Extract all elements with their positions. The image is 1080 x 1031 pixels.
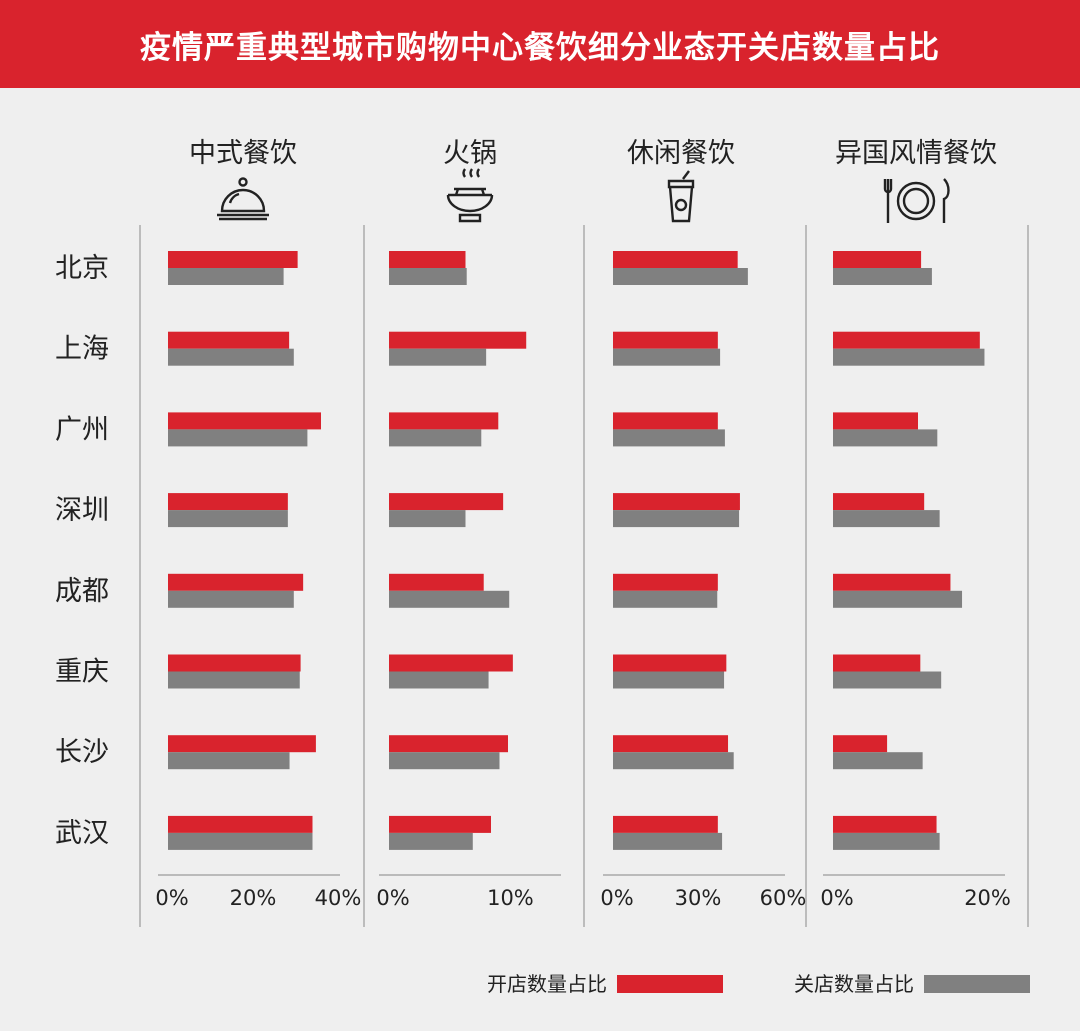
- bar-open: [613, 573, 718, 591]
- bar-open: [833, 493, 925, 511]
- bar-open: [389, 493, 504, 511]
- x-tick-label: 40%: [315, 886, 362, 910]
- chart-title: 疫情严重典型城市购物中心餐饮细分业态开关店数量占比: [140, 29, 940, 66]
- bar-open: [833, 412, 918, 430]
- bar-close: [613, 348, 721, 366]
- x-tick-label: 10%: [487, 886, 534, 910]
- bar-close: [389, 268, 467, 285]
- bar-open: [389, 573, 484, 591]
- city-label: 北京: [55, 253, 109, 284]
- bar-close: [833, 510, 940, 528]
- bar-open: [168, 654, 301, 672]
- bar-close: [389, 590, 510, 608]
- legend-open-label: 开店数量占比: [487, 972, 607, 996]
- city-label: 深圳: [55, 495, 109, 526]
- x-tick-label: 20%: [230, 886, 277, 910]
- title-banner: 疫情严重典型城市购物中心餐饮细分业态开关店数量占比: [0, 0, 1080, 88]
- bar-open: [613, 331, 718, 349]
- x-tick-label: 20%: [964, 886, 1011, 910]
- bar-close: [168, 268, 284, 285]
- bar-close: [613, 752, 734, 770]
- bar-open: [389, 735, 508, 753]
- bar-close: [833, 348, 985, 366]
- bar-close: [833, 832, 940, 850]
- bar-close: [613, 590, 718, 608]
- bar-close: [389, 752, 500, 770]
- x-tick-label: 0%: [155, 886, 188, 910]
- city-label: 成都: [55, 576, 109, 607]
- bar-close: [833, 671, 942, 689]
- bar-open: [389, 412, 499, 430]
- bar-open: [833, 815, 937, 833]
- bar-close: [168, 348, 294, 366]
- bar-close: [833, 752, 923, 770]
- bar-close: [389, 832, 473, 850]
- panel-title: 火锅: [443, 138, 497, 169]
- bar-close: [168, 752, 290, 770]
- bar-close: [613, 268, 748, 285]
- cloche-icon: [217, 177, 269, 221]
- city-label: 广州: [55, 414, 109, 445]
- legend-open-swatch: [617, 975, 723, 993]
- bar-open: [833, 735, 888, 753]
- bar-open: [168, 735, 316, 753]
- legend-close-label: 关店数量占比: [794, 972, 914, 996]
- bar-open: [833, 573, 951, 591]
- bar-close: [613, 510, 740, 528]
- bar-close: [168, 429, 308, 447]
- city-label: 长沙: [55, 737, 109, 768]
- bar-open: [389, 815, 491, 833]
- legend-close-swatch: [924, 975, 1030, 993]
- bar-open: [613, 654, 727, 672]
- bar-open: [613, 493, 740, 511]
- bar-open: [613, 412, 718, 430]
- bar-open: [168, 251, 298, 268]
- x-tick-label: 60%: [760, 886, 807, 910]
- bar-close: [833, 590, 963, 608]
- bar-open: [833, 331, 980, 349]
- bar-close: [613, 832, 723, 850]
- bar-open: [168, 412, 321, 430]
- bar-open: [613, 815, 718, 833]
- x-tick-label: 0%: [600, 886, 633, 910]
- bar-open: [613, 251, 738, 268]
- city-label: 上海: [55, 334, 109, 365]
- bar-close: [389, 671, 489, 689]
- hotpot-icon: [446, 168, 494, 223]
- panel-title: 休闲餐饮: [627, 138, 735, 169]
- bar-open: [389, 251, 466, 268]
- bar-open: [168, 573, 304, 591]
- plate-cutlery-icon: [883, 178, 950, 223]
- bar-close: [168, 832, 313, 850]
- bar-close: [168, 510, 288, 528]
- x-tick-label: 0%: [820, 886, 853, 910]
- city-label: 重庆: [55, 657, 109, 688]
- bar-close: [168, 590, 294, 608]
- bar-open: [389, 331, 527, 349]
- bar-open: [389, 654, 513, 672]
- bar-close: [389, 510, 466, 528]
- bar-close: [168, 671, 300, 689]
- bar-open: [613, 735, 729, 753]
- panel-title: 异国风情餐饮: [835, 138, 997, 169]
- bar-open: [833, 251, 922, 268]
- drink-cup-icon: [667, 170, 695, 223]
- bar-close: [833, 429, 938, 447]
- x-tick-label: 30%: [675, 886, 722, 910]
- bar-open: [168, 331, 290, 349]
- bar-close: [613, 429, 725, 447]
- bar-open: [168, 493, 288, 511]
- panel-title: 中式餐饮: [189, 138, 297, 169]
- bar-open: [833, 654, 921, 672]
- bar-open: [168, 815, 313, 833]
- bar-close: [389, 348, 487, 366]
- bar-close: [389, 429, 482, 447]
- city-label: 武汉: [55, 818, 109, 849]
- x-tick-label: 0%: [376, 886, 409, 910]
- bar-close: [833, 268, 932, 285]
- bar-close: [613, 671, 725, 689]
